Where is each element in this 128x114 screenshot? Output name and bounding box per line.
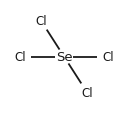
Text: Cl: Cl [35, 15, 47, 28]
Text: Cl: Cl [14, 51, 26, 63]
Text: Se: Se [56, 51, 72, 63]
Text: Cl: Cl [81, 86, 93, 99]
Text: Cl: Cl [102, 51, 114, 63]
